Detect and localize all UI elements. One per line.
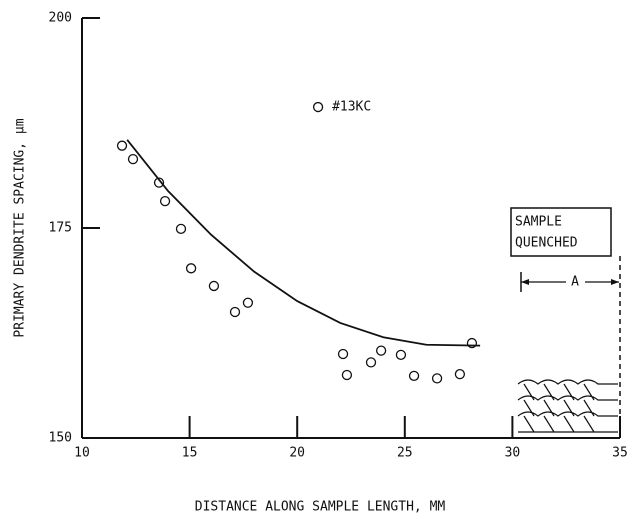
y-tick-label: 150 [49, 431, 72, 446]
data-point [365, 357, 377, 368]
x-tick-label: 35 [612, 446, 628, 461]
dendrite-sketch [517, 379, 618, 433]
data-point [341, 369, 353, 381]
data-point [153, 177, 165, 188]
data-point [454, 369, 466, 380]
data-point [208, 280, 220, 292]
y-axis-label: PRIMARY DENDRITE SPACING, µm [13, 118, 28, 337]
data-point [175, 223, 187, 234]
legend-marker [312, 101, 324, 113]
annotation-text: SAMPLE [515, 215, 562, 230]
data-point [337, 348, 349, 360]
annotation-box [510, 207, 612, 257]
data-point [185, 263, 197, 274]
data-point [466, 337, 478, 349]
fit-curve [126, 139, 481, 347]
annotation-text: QUENCHED [515, 236, 578, 251]
x-tick-label: 20 [289, 446, 305, 461]
x-tick-label: 30 [505, 446, 521, 461]
x-axis-label: DISTANCE ALONG SAMPLE LENGTH, MM [195, 500, 446, 515]
x-tick-label: 15 [182, 446, 198, 461]
region-label: A [571, 275, 579, 290]
x-tick-label: 25 [397, 446, 413, 461]
data-point [242, 297, 254, 308]
data-point [159, 195, 171, 207]
y-tick-label: 200 [49, 11, 72, 26]
data-point [408, 370, 420, 381]
data-point [395, 349, 407, 360]
data-point [375, 345, 387, 356]
x-tick-label: 10 [74, 446, 90, 461]
data-point [116, 140, 128, 151]
data-point [127, 153, 139, 165]
data-point [431, 373, 443, 384]
data-point [229, 306, 241, 318]
sample-annotation: SAMPLE QUENCHED A [510, 207, 621, 438]
legend-label: #13KC [332, 100, 371, 115]
y-tick-label: 175 [49, 221, 72, 236]
